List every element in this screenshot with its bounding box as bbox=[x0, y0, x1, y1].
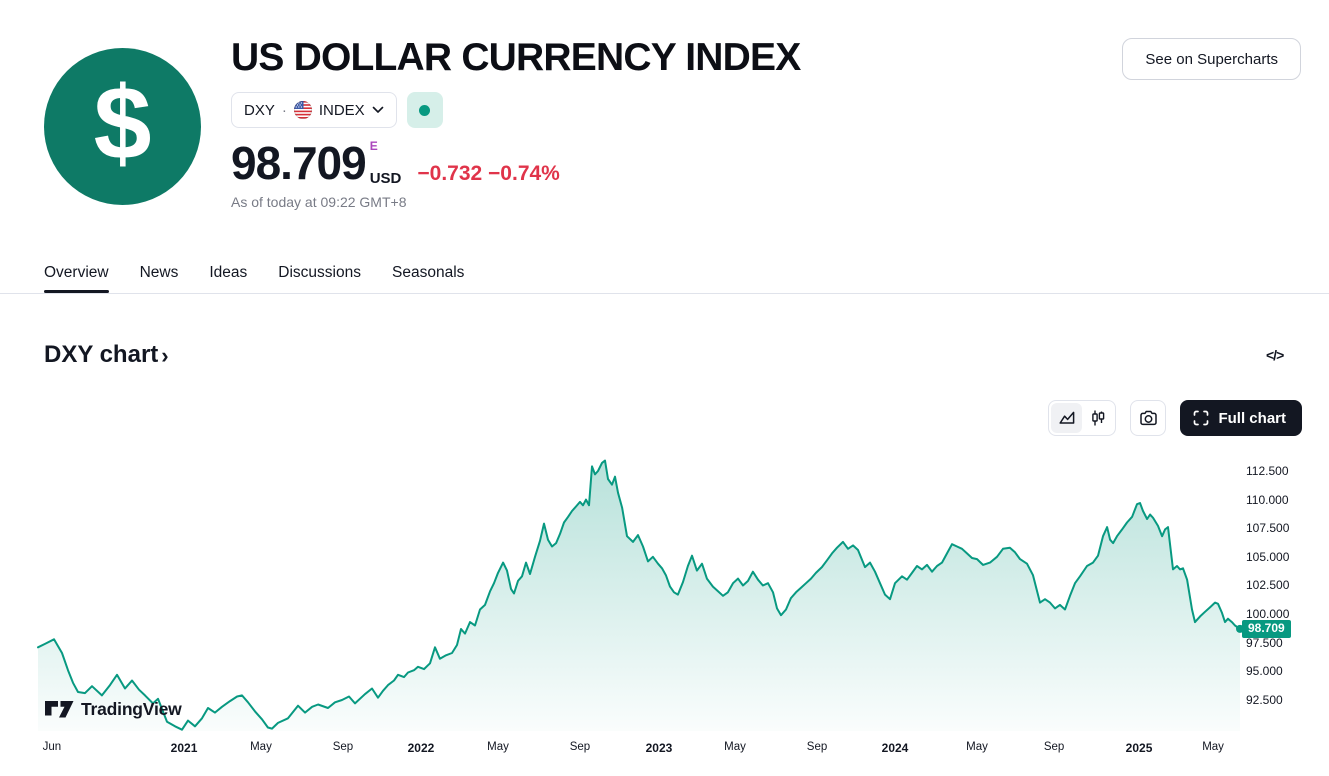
price-currency: USD bbox=[369, 170, 402, 187]
symbol-exchange: INDEX bbox=[318, 101, 365, 119]
symbol-row: DXY · bbox=[231, 92, 800, 128]
candles-chart-style-button[interactable] bbox=[1082, 403, 1113, 433]
price-change-pct: −0.74% bbox=[488, 162, 560, 185]
x-axis-label: May bbox=[966, 741, 988, 753]
snapshot-camera-button[interactable] bbox=[1130, 400, 1167, 436]
x-axis-label: Jun bbox=[42, 741, 62, 753]
y-axis-label: 105.000 bbox=[1246, 549, 1290, 564]
tab-seasonals[interactable]: Seasonals bbox=[392, 264, 465, 281]
y-axis-label: 112.500 bbox=[1246, 463, 1289, 478]
price-value: 98.709 bbox=[231, 137, 367, 189]
price-line bbox=[37, 459, 1241, 731]
x-axis-label: May bbox=[250, 741, 272, 753]
y-axis-label: 97.500 bbox=[1246, 635, 1283, 650]
x-axis-label: Sep bbox=[332, 741, 354, 753]
y-axis-label: 95.000 bbox=[1246, 664, 1283, 679]
market-status-chip[interactable] bbox=[406, 92, 443, 128]
x-axis-label: 2024 bbox=[881, 741, 909, 755]
tab-overview[interactable]: Overview bbox=[44, 255, 109, 293]
price-chart[interactable]: 112.500 110.000 107.500 105.000 102.500 100.0… bbox=[0, 450, 1329, 776]
x-axis-label: Sep bbox=[1043, 741, 1065, 753]
tradingview-watermark: TradingView bbox=[45, 699, 182, 720]
embed-code-icon[interactable]: </> bbox=[1266, 347, 1284, 363]
area-chart-icon bbox=[1057, 408, 1077, 428]
full-chart-button[interactable]: Full chart bbox=[1180, 400, 1302, 436]
symbol-logo: $ bbox=[44, 48, 201, 205]
y-axis-label: 92.500 bbox=[1246, 692, 1283, 707]
x-axis-label: 2023 bbox=[645, 741, 673, 755]
area-chart-plot[interactable] bbox=[0, 450, 1329, 776]
symbol-ticker: DXY bbox=[244, 101, 275, 119]
x-axis-label: Sep bbox=[806, 741, 828, 753]
market-status-dot-icon bbox=[419, 104, 431, 116]
x-axis-label: May bbox=[487, 741, 509, 753]
us-flag-icon bbox=[293, 101, 312, 119]
tab-ideas[interactable]: Ideas bbox=[209, 264, 248, 281]
area-chart-style-button[interactable] bbox=[1051, 403, 1083, 433]
chart-toolbar: Full chart bbox=[1048, 400, 1302, 436]
last-price-badge: 98.709 bbox=[1242, 620, 1291, 639]
y-axis-label: 102.500 bbox=[1246, 578, 1290, 593]
y-axis-label: 107.500 bbox=[1246, 521, 1290, 536]
x-axis-label: 2021 bbox=[170, 741, 198, 755]
chevron-right-icon: › bbox=[161, 343, 169, 368]
chevron-down-icon bbox=[372, 106, 384, 114]
dollar-sign-icon: $ bbox=[93, 65, 152, 182]
x-axis-label: May bbox=[1202, 741, 1224, 753]
tradingview-logo-icon bbox=[45, 701, 74, 718]
see-on-supercharts-button[interactable]: See on Supercharts bbox=[1122, 38, 1301, 80]
chart-style-segment bbox=[1048, 400, 1117, 436]
header-info: US DOLLAR CURRENCY INDEX DXY · bbox=[231, 34, 801, 210]
price-timestamp: As of today at 09:22 GMT+8 bbox=[231, 194, 407, 210]
full-chart-label: Full chart bbox=[1218, 409, 1286, 427]
x-axis-label: May bbox=[724, 741, 746, 753]
price-meta: E USD bbox=[370, 140, 402, 186]
price-change-abs: −0.732 bbox=[417, 162, 483, 185]
eod-data-flag: E bbox=[369, 139, 378, 153]
area-fill bbox=[38, 460, 1240, 731]
page-tabs: Overview News Ideas Discussions Seasonals bbox=[0, 255, 1329, 294]
separator-dot: · bbox=[281, 101, 287, 119]
x-axis-label: 2022 bbox=[407, 741, 435, 755]
x-axis-label: 2025 bbox=[1125, 741, 1153, 755]
watermark-text: TradingView bbox=[81, 699, 182, 719]
section-title-text: DXY chart bbox=[44, 341, 159, 368]
candlestick-icon bbox=[1088, 408, 1108, 428]
y-axis-label: 110.000 bbox=[1246, 492, 1289, 507]
tab-news[interactable]: News bbox=[139, 264, 179, 281]
price-change: −0.732 −0.74% bbox=[417, 162, 559, 186]
page-title: US DOLLAR CURRENCY INDEX bbox=[231, 36, 801, 79]
camera-icon bbox=[1138, 408, 1159, 429]
fullscreen-icon bbox=[1192, 409, 1210, 427]
section-title-dxy-chart[interactable]: DXY chart › bbox=[44, 341, 169, 369]
price-row: 98.709 E USD −0.732 −0.74% bbox=[231, 140, 800, 186]
symbol-switcher-button[interactable]: DXY · bbox=[231, 92, 397, 128]
x-axis-label: Sep bbox=[569, 741, 591, 753]
y-axis-label: 100.000 bbox=[1246, 607, 1290, 622]
tab-discussions[interactable]: Discussions bbox=[278, 264, 361, 281]
